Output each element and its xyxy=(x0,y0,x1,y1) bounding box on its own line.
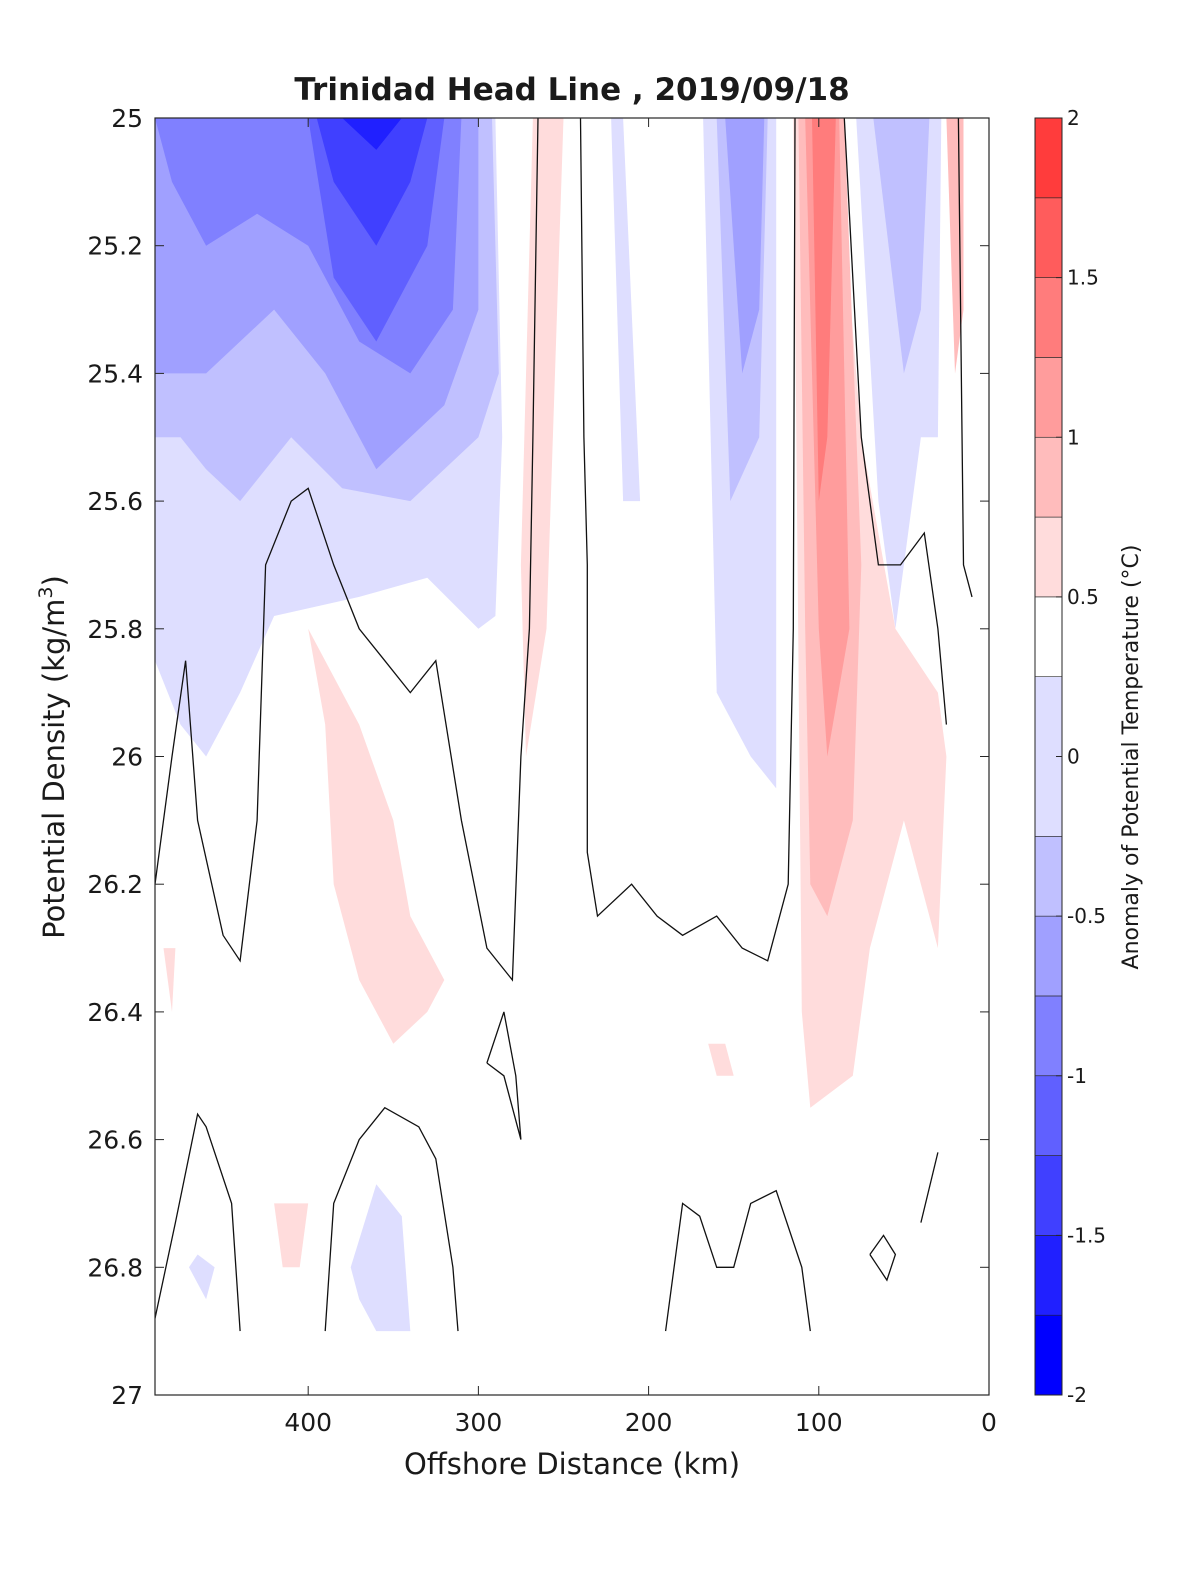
colorbar-frame xyxy=(1034,117,1063,1396)
anomaly-region-17 xyxy=(812,118,836,502)
colorbar-band xyxy=(1034,516,1063,598)
anomaly-region-20 xyxy=(189,1254,215,1300)
zero-contour-5 xyxy=(324,1106,459,1332)
colorbar-band xyxy=(1034,1075,1063,1156)
x-tick-labels: 400 300 200 100 0 xyxy=(284,1408,997,1437)
colorbar-band xyxy=(1034,1314,1063,1396)
zero-contour-1 xyxy=(579,118,796,962)
colorbar-band xyxy=(1034,436,1063,518)
colorbar-tick-label: 0.5 xyxy=(1067,585,1099,609)
colorbar-band xyxy=(1034,836,1063,917)
y-tick-label: 25.6 xyxy=(87,487,143,516)
y-tick-label: 26.6 xyxy=(87,1126,143,1155)
colorbar-band xyxy=(1034,995,1063,1077)
colorbar-label: Anomaly of Potential Temperature (°C) xyxy=(1119,545,1144,970)
x-tick-label: 400 xyxy=(284,1408,332,1437)
anomaly-region-13 xyxy=(520,118,564,757)
colorbar-tick-label: 1 xyxy=(1067,425,1080,449)
colorbar-ticks: -2 -1.5 -1 -0.5 0 0.5 1 1.5 2 xyxy=(1056,106,1106,1407)
colorbar-band xyxy=(1034,197,1063,278)
colorbar-band xyxy=(1034,1235,1063,1316)
colorbar-tick-label: 1.5 xyxy=(1067,266,1099,290)
y-tick-label: 25.4 xyxy=(87,359,143,388)
anomaly-region-5 xyxy=(316,118,428,246)
x-tick-label: 100 xyxy=(795,1408,843,1437)
y-tick-label: 26.4 xyxy=(87,998,143,1027)
anomaly-region-10 xyxy=(725,118,765,374)
y-tick-label: 25.2 xyxy=(87,232,143,261)
zero-contour-0 xyxy=(155,118,539,982)
zero-contour-8 xyxy=(869,1234,897,1282)
colorbar-band xyxy=(1034,117,1063,199)
y-tick-label: 26.2 xyxy=(87,870,143,899)
colorbar: -2 -1.5 -1 -0.5 0 0.5 1 1.5 2 xyxy=(1034,106,1106,1407)
anomaly-region-12 xyxy=(873,118,930,374)
colorbar-band xyxy=(1034,357,1063,438)
colorbar-band xyxy=(1034,915,1063,997)
y-tick-label: 25 xyxy=(111,104,143,133)
y-axis-label: Potential Density (kg/m3) xyxy=(35,575,71,939)
anomaly-region-23 xyxy=(708,1043,734,1076)
anomaly-fill-regions xyxy=(155,118,964,1332)
colorbar-tick-label: 2 xyxy=(1067,106,1080,130)
x-tick-label: 200 xyxy=(625,1408,673,1437)
anomaly-region-21 xyxy=(350,1184,411,1332)
plot-frame xyxy=(154,117,990,1396)
colorbar-tick-label: -1.5 xyxy=(1067,1223,1106,1247)
colorbar-tick-label: -0.5 xyxy=(1067,904,1106,928)
anomaly-region-24 xyxy=(163,948,176,1012)
anomaly-region-7 xyxy=(611,118,641,502)
colorbar-tick-label: 0 xyxy=(1067,745,1080,769)
colorbar-bands xyxy=(1034,117,1063,1396)
chart-title: Trinidad Head Line , 2019/09/18 xyxy=(294,72,849,108)
x-tick-label: 300 xyxy=(455,1408,503,1437)
colorbar-band xyxy=(1034,596,1063,677)
colorbar-band xyxy=(1034,277,1063,358)
colorbar-tick-label: -2 xyxy=(1067,1383,1087,1407)
x-tick-label: 0 xyxy=(981,1408,997,1437)
y-tick-labels: 25 25.2 25.4 25.6 25.8 26 26.2 26.4 26.6 26.8 27 xyxy=(87,104,143,1410)
zero-contour-2 xyxy=(843,118,948,725)
zero-contour-9 xyxy=(920,1152,939,1223)
y-axis-label-sup: 3 xyxy=(35,586,57,598)
x-axis-label: Offshore Distance (km) xyxy=(404,1447,740,1481)
y-axis-label-close: ) xyxy=(37,575,71,586)
y-axis-label-main: Potential Density (kg/m xyxy=(37,599,71,939)
anomaly-region-18 xyxy=(308,628,445,1044)
zero-contour-3 xyxy=(957,118,973,598)
colorbar-tick-label: -1 xyxy=(1067,1064,1087,1088)
y-tick-label: 26.8 xyxy=(87,1253,143,1282)
zero-contour-7 xyxy=(664,1189,811,1332)
y-tick-label: 27 xyxy=(111,1381,143,1410)
y-tick-label: 26 xyxy=(111,743,143,772)
plot-area xyxy=(154,117,990,1396)
zero-contour-4 xyxy=(155,1112,241,1332)
colorbar-band xyxy=(1034,1155,1063,1236)
y-tick-label: 25.8 xyxy=(87,615,143,644)
anomaly-region-6 xyxy=(342,118,402,150)
anomaly-region-22 xyxy=(274,1203,309,1268)
zero-anomaly-contours xyxy=(155,118,973,1332)
zero-contour-6 xyxy=(486,1011,522,1140)
